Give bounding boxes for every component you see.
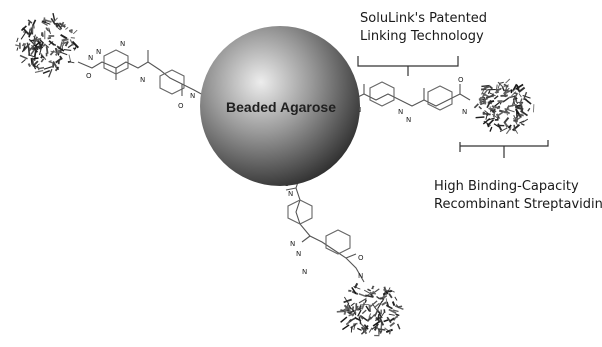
svg-text:N: N (290, 240, 295, 248)
protein-bracket (459, 140, 549, 158)
protein-caption-line2: Recombinant Streptavidin (434, 197, 602, 212)
linker-chain-right (351, 81, 471, 111)
linker-bracket (357, 56, 459, 76)
svg-text:N: N (88, 54, 93, 62)
atom-labels-bottom: N O N N N O N (284, 180, 364, 280)
svg-text:N: N (288, 190, 293, 198)
svg-text:N: N (296, 250, 301, 258)
svg-text:N: N (120, 40, 125, 48)
streptavidin-protein-icon (473, 78, 535, 135)
svg-text:O: O (458, 76, 464, 84)
linker-caption-line1: SoluLink's Patented (360, 11, 487, 26)
svg-text:N: N (406, 116, 411, 124)
svg-text:N: N (398, 108, 403, 116)
atom-labels-right: N N N N O N (348, 76, 467, 124)
streptavidin-protein-icon (15, 12, 80, 78)
linker-chain-left (77, 49, 206, 97)
linker-chain-bottom (285, 175, 365, 283)
atom-labels-left: N N N N O O N (86, 40, 195, 110)
linker-caption-line2: Linking Technology (360, 29, 484, 44)
streptavidin-protein-icon (336, 282, 404, 337)
svg-text:N: N (358, 272, 363, 280)
svg-text:N: N (96, 48, 101, 56)
svg-text:O: O (178, 102, 184, 110)
svg-text:N: N (462, 108, 467, 116)
bead-label: Beaded Agarose (226, 99, 336, 115)
svg-text:N: N (302, 268, 307, 276)
svg-text:N: N (190, 92, 195, 100)
agarose-bead (200, 26, 360, 186)
protein-caption-line1: High Binding-Capacity (434, 179, 579, 194)
svg-text:O: O (86, 72, 92, 80)
svg-text:O: O (358, 254, 364, 262)
svg-text:N: N (140, 76, 145, 84)
